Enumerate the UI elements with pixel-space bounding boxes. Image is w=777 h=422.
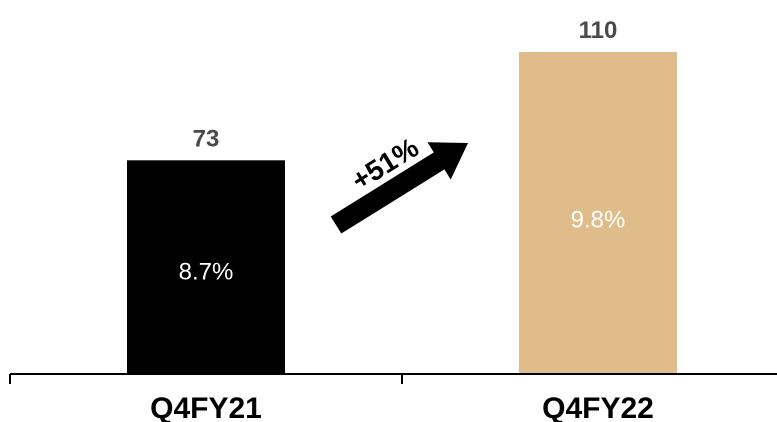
inner-label-q4fy22: 9.8% <box>571 206 626 233</box>
data-label-q4fy22: 110 <box>579 17 618 44</box>
inner-label-q4fy21: 8.7% <box>179 258 234 285</box>
x-tick-label-q4fy22: Q4FY22 <box>542 392 654 422</box>
x-tick-label-q4fy21: Q4FY21 <box>150 392 262 422</box>
bar-q4fy22 <box>519 52 677 374</box>
bar-q4fy21 <box>127 160 285 374</box>
x-axis: Q4FY21 Q4FY22 <box>9 373 777 422</box>
bars-group: 73 8.7% 110 9.8% <box>127 17 677 374</box>
data-label-q4fy21: 73 <box>193 125 220 152</box>
growth-arrow-icon <box>330 142 468 234</box>
growth-arrow: +51% <box>330 132 468 234</box>
